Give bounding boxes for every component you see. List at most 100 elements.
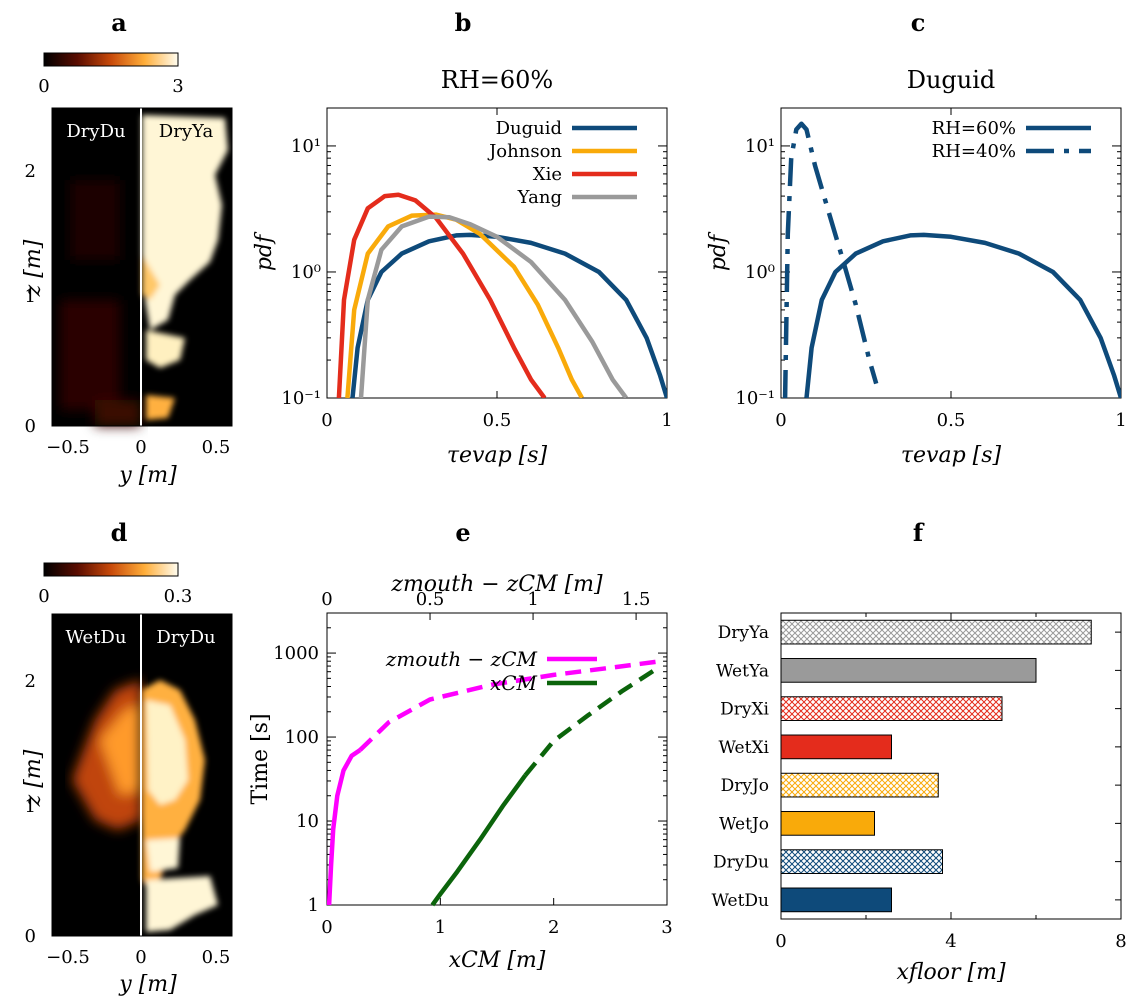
heatmap-d: WetDu DryDu <box>51 613 233 937</box>
chart-c-ytick-label: 10⁰ <box>745 262 775 283</box>
colorbar-d-max: 0.3 <box>164 586 193 607</box>
panel-label-f: f <box>913 518 925 547</box>
chart-b-xtick-label: 0.5 <box>483 410 512 431</box>
chart-c-series-rh-40- <box>782 121 879 398</box>
chart-b-series-johnson <box>345 212 584 398</box>
heatmap-a: DryDu DryYa <box>51 107 233 427</box>
chart-f-category-label: DryDu <box>713 853 769 873</box>
colorbar-d-min: 0 <box>38 586 49 607</box>
axis-d-xtick-2: 0.5 <box>202 947 231 968</box>
chart-b-legend-label: Duguid <box>496 118 562 139</box>
chart-c-xlabel: τevap [s] <box>901 443 1002 468</box>
chart-c-ytick-label: 10⁻¹ <box>735 388 775 409</box>
chart-f-category-label: DryXi <box>720 700 769 720</box>
heatmap-d-right-label: DryDu <box>156 627 215 648</box>
panel-label-a: a <box>111 8 127 37</box>
chart-f-category-label: DryJo <box>721 776 769 796</box>
chart-c-ylabel: pdf <box>706 231 731 271</box>
chart-e-xtick-label: 3 <box>661 917 672 938</box>
chart-e-x2tick-label: 1 <box>527 589 538 610</box>
chart-f-category-label: DryYa <box>718 623 769 643</box>
chart-e-xlabel: xCM [m] <box>449 948 546 973</box>
chart-f-bar-dryya <box>780 619 1092 645</box>
chart-b-legend-label: Johnson <box>487 141 562 162</box>
chart-f-bar-wetdu <box>780 887 892 913</box>
chart-e-series-xcm-dashed <box>523 667 657 777</box>
colorbar-d <box>43 562 179 577</box>
panel-label-c: c <box>911 8 926 37</box>
chart-c-legend-label: RH=40% <box>932 141 1016 162</box>
axis-a-ytick-2: 2 <box>25 161 36 182</box>
chart-b-legend-label: Yang <box>517 187 562 208</box>
colorbar-a <box>43 52 179 67</box>
axis-a-xtick-1: 0 <box>135 437 146 458</box>
chart-b-xlabel: τevap [s] <box>447 443 548 468</box>
chart-e-legend-label: zmouth − zCM <box>385 647 538 671</box>
axis-d-ylabel: z [m] <box>21 749 46 807</box>
chart-f-bar-drydu <box>780 849 943 874</box>
chart-c-ytick-label: 10¹ <box>745 136 775 157</box>
chart-e-x2tick-label: 1.5 <box>622 589 651 610</box>
axis-d-ytick-0: 0 <box>25 926 36 947</box>
axis-a-ylabel: z [m] <box>21 239 46 297</box>
axis-a-ytick-1: 1 <box>25 286 36 307</box>
panel-c: Duguid 0 0.5 1 10⁻¹ 10⁰ 10¹ τevap [s] pdf RH=60%… <box>706 66 1127 468</box>
chart-e-frame <box>326 612 668 906</box>
chart-f-category-label: WetYa <box>716 661 769 681</box>
chart-b-ytick-label: 10⁻¹ <box>281 388 321 409</box>
chart-e-x2label: zmouth − zCM [m] <box>390 572 603 597</box>
panel-label-b: b <box>455 8 472 37</box>
axis-a-xtick-2: 0.5 <box>202 437 231 458</box>
axis-a-xlabel: y [m] <box>118 463 177 488</box>
chart-f-xlabel: xfloor [m] <box>896 960 1006 985</box>
axis-a-xtick-0: −0.5 <box>46 437 90 458</box>
chart-c-title: Duguid <box>907 66 996 94</box>
chart-f-category-label: WetJo <box>719 814 769 834</box>
chart-b-ylabel: pdf <box>252 231 277 271</box>
chart-f-xtick-label: 0 <box>775 931 786 952</box>
chart-f-xtick-label: 8 <box>1115 931 1126 952</box>
chart-e-xtick-label: 0 <box>321 917 332 938</box>
chart-f-bar-wetxi <box>780 734 892 760</box>
chart-c-xtick-label: 0 <box>775 410 786 431</box>
chart-f-category-label: WetDu <box>711 891 769 911</box>
chart-e-ytick-label: 1 <box>308 895 319 916</box>
chart-e-series-xcm-solid <box>430 773 528 907</box>
chart-b-xtick-label: 0 <box>321 410 332 431</box>
chart-e-x2tick-label: 0 <box>321 589 332 610</box>
chart-b-series-xie <box>336 192 547 398</box>
chart-b-series-duguid <box>350 232 667 398</box>
panel-f: 0 4 8 xfloor [m] DryYa WetYa DryXi WetXi DryJo We… <box>711 612 1127 985</box>
chart-e-x2tick-label: 0.5 <box>416 589 445 610</box>
axis-d-xtick-1: 0 <box>135 947 146 968</box>
chart-e-series-zmouth-minus-zcm-dashed <box>358 659 657 752</box>
panel-a: 0 3 DryDu DryYa 0 1 2 −0.5 0 0.5 <box>21 52 233 488</box>
heatmap-a-right-label: DryYa <box>159 121 214 142</box>
chart-e-ytick-label: 1000 <box>273 643 319 664</box>
chart-c-xtick-label: 0.5 <box>937 410 966 431</box>
heatmap-a-left-label: DryDu <box>66 121 125 142</box>
colorbar-a-max: 3 <box>172 76 183 97</box>
axis-a-ytick-0: 0 <box>25 416 36 437</box>
chart-f-bar-dryjo <box>780 772 939 798</box>
chart-c-legend-label: RH=60% <box>932 118 1016 139</box>
chart-f-category-label: WetXi <box>718 738 769 758</box>
panel-b: RH=60% 0 0.5 1 10⁻¹ 10⁰ 10¹ τevap [s] pdf Duguid… <box>252 66 673 468</box>
chart-e-legend-label: xCM <box>490 671 538 695</box>
chart-e-xtick-label: 1 <box>435 917 446 938</box>
panel-label-e: e <box>455 518 470 547</box>
axis-d-xlabel: y [m] <box>118 972 177 997</box>
chart-b-xtick-label: 1 <box>661 410 672 431</box>
chart-f-bar-wetya <box>780 658 1037 683</box>
chart-b-title: RH=60% <box>441 66 553 94</box>
chart-b-legend-label: Xie <box>533 164 562 185</box>
panel-d: 0 0.3 WetDu DryDu 0 1 2 −0.5 0 0.5 y [m] <box>21 562 233 997</box>
axis-d-xtick-0: −0.5 <box>46 947 90 968</box>
chart-b-ytick-label: 10¹ <box>291 136 321 157</box>
axis-d-ytick-2: 2 <box>25 671 36 692</box>
colorbar-a-min: 0 <box>38 76 49 97</box>
chart-e-series-zmouth-minus-zcm-solid <box>326 748 362 906</box>
chart-e-ytick-label: 100 <box>285 727 319 748</box>
